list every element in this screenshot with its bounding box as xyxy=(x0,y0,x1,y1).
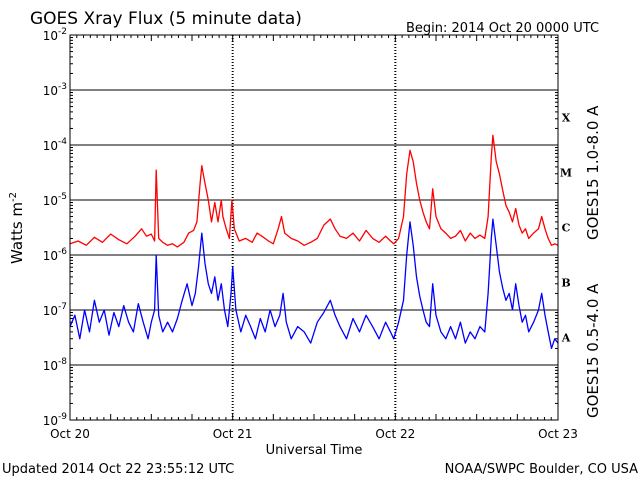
x-axis-ticks: Oct 20 Oct 21 Oct 22 Oct 23 xyxy=(50,35,578,441)
plot-frame xyxy=(69,34,559,421)
source-credit: NOAA/SWPC Boulder, CO USA xyxy=(445,462,638,477)
x-tick-label: Oct 21 xyxy=(213,427,253,441)
y-tick-label: 10-6 xyxy=(43,247,68,263)
series-line-long xyxy=(69,134,559,248)
x-tick-label: Oct 22 xyxy=(375,427,415,441)
x-tick-label: Oct 20 xyxy=(50,427,90,441)
y-axis-label-exponent: -2 xyxy=(8,192,19,202)
y-axis-label-text: Watts m xyxy=(8,202,26,264)
y-tick-label: 10-3 xyxy=(43,82,67,98)
y-tick-label: 10-4 xyxy=(43,137,68,153)
legend-long-label: GOES15 1.0-8.0 A xyxy=(584,105,602,240)
legend-long-channel: GOES15 1.0-8.0 A xyxy=(584,105,602,240)
flare-class-label: X xyxy=(562,112,571,125)
svg-text:Watts m-2: Watts m-2 xyxy=(8,192,26,264)
x-tick-label: Oct 23 xyxy=(538,427,578,441)
flare-class-label: B xyxy=(561,277,570,290)
flare-class-label: M xyxy=(560,167,572,180)
flare-class-labels: X M C B A xyxy=(560,112,572,345)
begin-time: Begin: 2014 Oct 20 0000 UTC xyxy=(406,21,599,36)
flare-class-label: A xyxy=(561,332,571,345)
updated-timestamp: Updated 2014 Oct 22 23:55:12 UTC xyxy=(2,462,234,477)
y-axis-ticks: 10-2 10-3 10-4 10-5 10-6 10-7 10-8 10-9 xyxy=(43,27,558,428)
day-dividers xyxy=(231,35,397,420)
gridlines xyxy=(70,89,558,366)
y-tick-label: 10-7 xyxy=(43,302,67,318)
series-line-short xyxy=(69,218,559,350)
x-axis-label: Universal Time xyxy=(266,443,363,458)
y-axis-label: Watts m-2 xyxy=(8,192,26,264)
chart-title: GOES Xray Flux (5 minute data) xyxy=(30,9,302,29)
y-tick-label: 10-8 xyxy=(43,357,68,373)
legend-short-channel: GOES15 0.5-4.0 A xyxy=(584,283,602,418)
data-series xyxy=(69,134,559,350)
y-tick-label: 10-2 xyxy=(43,27,67,43)
flare-class-label: C xyxy=(562,222,571,235)
legend-short-label: GOES15 0.5-4.0 A xyxy=(584,283,602,418)
y-tick-label: 10-9 xyxy=(43,412,68,428)
y-tick-label: 10-5 xyxy=(43,192,67,208)
